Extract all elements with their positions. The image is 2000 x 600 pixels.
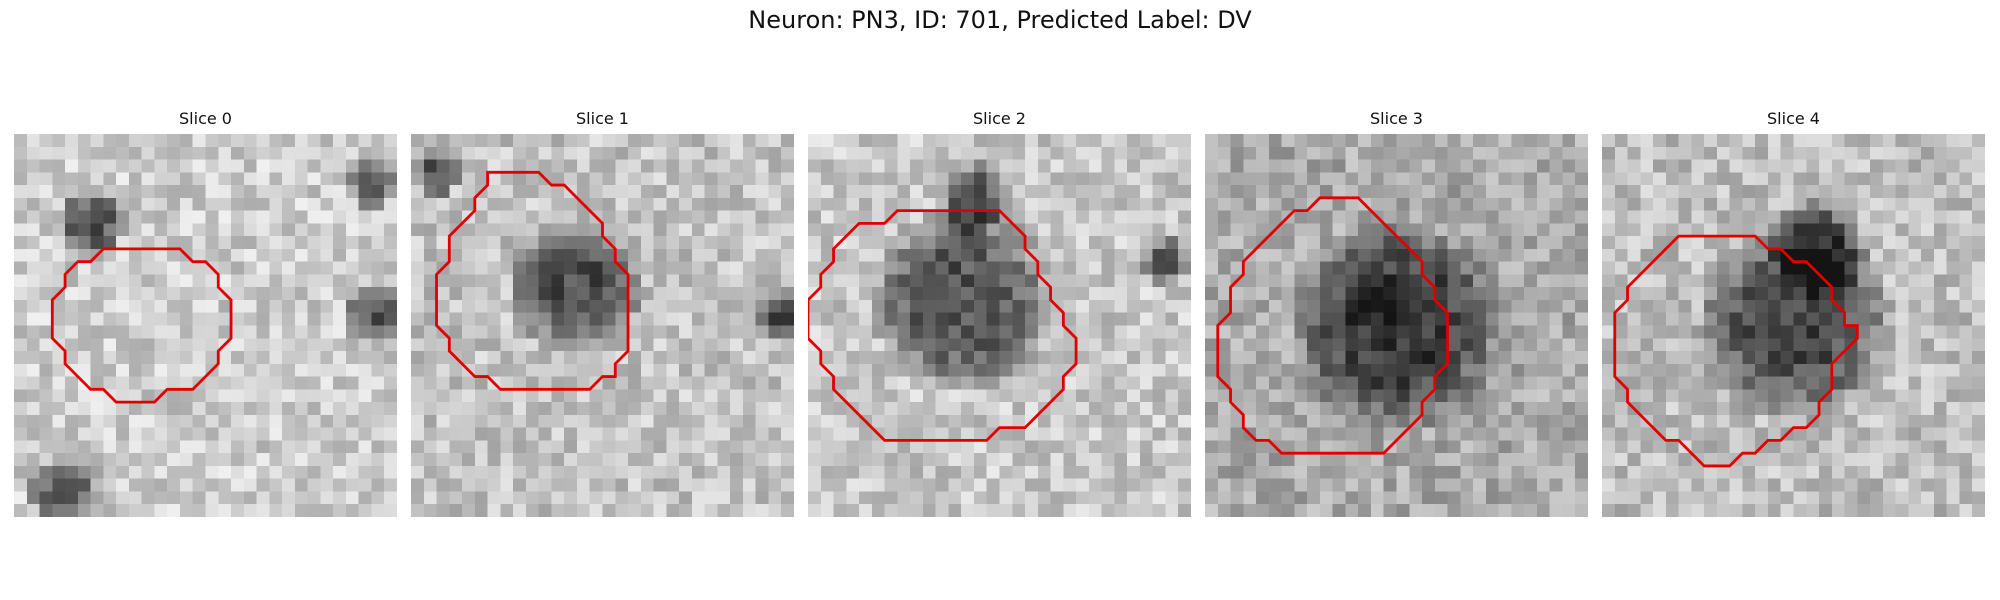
slice-svg xyxy=(14,134,397,517)
slice-svg xyxy=(411,134,794,517)
segmentation-contour xyxy=(50,247,233,404)
slice-panel-1: Slice 1 xyxy=(411,108,794,517)
grayscale-pixels xyxy=(1602,134,1985,517)
slice-image xyxy=(1205,134,1588,517)
slice-svg xyxy=(1602,134,1985,517)
slice-image xyxy=(411,134,794,517)
segmentation-contour xyxy=(435,170,630,391)
slice-image xyxy=(1602,134,1985,517)
slice-panel-2: Slice 2 xyxy=(808,108,1191,517)
slice-svg xyxy=(808,134,1191,517)
slice-panel-4: Slice 4 xyxy=(1602,108,1985,517)
slice-title: Slice 1 xyxy=(576,109,629,128)
grayscale-pixels xyxy=(14,134,397,517)
slice-image xyxy=(14,134,397,517)
figure-title: Neuron: PN3, ID: 701, Predicted Label: D… xyxy=(748,6,1252,34)
slice-title: Slice 4 xyxy=(1767,109,1820,128)
slice-panel-3: Slice 3 xyxy=(1205,108,1588,517)
slice-svg xyxy=(1205,134,1588,517)
grayscale-pixels xyxy=(1205,134,1588,517)
slice-panel-0: Slice 0 xyxy=(14,108,397,517)
segmentation-contour xyxy=(1613,234,1859,468)
segmentation-contour xyxy=(1216,196,1449,455)
slice-title: Slice 2 xyxy=(973,109,1026,128)
grayscale-pixels xyxy=(808,134,1191,517)
grayscale-pixels xyxy=(411,134,794,517)
segmentation-contour xyxy=(808,209,1078,442)
slice-image xyxy=(808,134,1191,517)
slice-title: Slice 0 xyxy=(179,109,232,128)
slice-title: Slice 3 xyxy=(1370,109,1423,128)
